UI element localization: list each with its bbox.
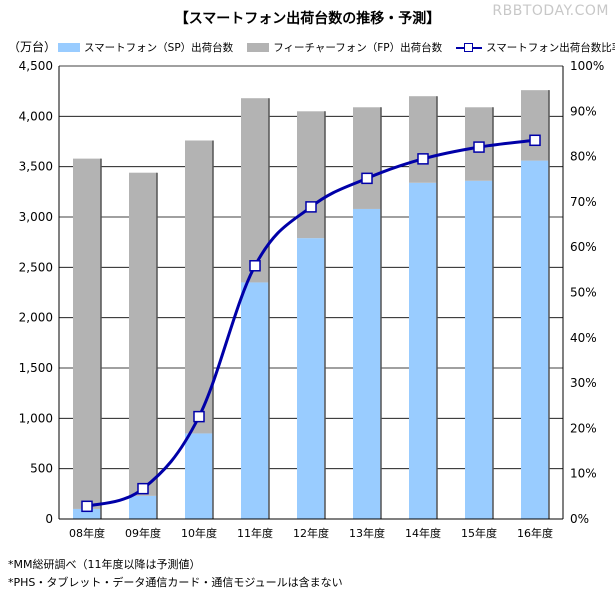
- y-tick-label-left: 500: [30, 462, 53, 476]
- footnotes: *MM総研調べ（11年度以降は予測値） *PHS・タブレット・データ通信カード・…: [8, 556, 343, 592]
- bar-fp: [129, 172, 157, 496]
- legend-label-sp: スマートフォン（SP）出荷台数: [84, 42, 234, 54]
- footnote-source: *MM総研調べ（11年度以降は予測値）: [8, 558, 201, 571]
- y-tick-label-right: 20%: [570, 421, 597, 435]
- footnote-exclusion: *PHS・タブレット・データ通信カード・通信モジュールは含まない: [8, 576, 343, 589]
- legend: スマートフォン（SP）出荷台数 フィーチャーフォン（FP）出荷台数 スマートフォ…: [58, 40, 615, 55]
- y-tick-label-right: 100%: [570, 59, 604, 73]
- bar-fp: [521, 90, 549, 161]
- y-tick-label-right: 50%: [570, 286, 597, 300]
- x-tick-label: 13年度: [349, 526, 385, 540]
- y-tick-label-right: 60%: [570, 240, 597, 254]
- y-tick-label-right: 80%: [570, 150, 597, 164]
- y-tick-label-left: 1,500: [19, 361, 53, 375]
- bar-fp: [353, 107, 381, 209]
- legend-item-ratio: スマートフォン出荷台数比率: [456, 40, 615, 55]
- bar-fp: [185, 140, 213, 434]
- y-tick-label-left: 4,500: [19, 59, 53, 73]
- ratio-point-marker: [137, 482, 149, 495]
- y-tick-label-left: 2,500: [19, 260, 53, 274]
- y-tick-label-right: 40%: [570, 331, 597, 345]
- y-tick-label-right: 30%: [570, 376, 597, 390]
- legend-swatch-sp: [58, 43, 80, 52]
- x-tick-label: 10年度: [181, 526, 217, 540]
- bar-sp: [521, 160, 549, 520]
- bar-sp: [353, 208, 381, 520]
- legend-item-fp: フィーチャーフォン（FP）出荷台数: [247, 40, 442, 55]
- watermark: RBBTODAY.COM: [492, 3, 609, 19]
- ratio-point-marker: [193, 410, 205, 423]
- legend-item-sp: スマートフォン（SP）出荷台数: [58, 40, 233, 55]
- x-tick-label: 11年度: [237, 526, 273, 540]
- legend-label-ratio: スマートフォン出荷台数比率: [486, 42, 615, 54]
- ratio-point-marker: [305, 201, 317, 213]
- bar-sp: [73, 508, 101, 519]
- bar-sp: [297, 238, 325, 519]
- legend-swatch-fp: [247, 43, 270, 52]
- y-tick-label-left: 3,000: [19, 210, 53, 224]
- ratio-point-marker: [417, 153, 429, 165]
- y-tick-label-left: 2,000: [19, 311, 53, 325]
- bar-sp: [129, 495, 157, 519]
- bar-sp: [185, 433, 213, 519]
- y-tick-label-right: 90%: [570, 104, 597, 118]
- ratio-point-marker: [529, 134, 541, 147]
- bar-fp: [297, 111, 325, 239]
- bar-fp: [409, 96, 437, 183]
- y-tick-label-left: 4,000: [19, 109, 53, 123]
- ratio-line: [86, 138, 536, 508]
- y-axis-unit-label: （万台）: [8, 40, 57, 54]
- x-tick-label: 14年度: [405, 526, 441, 540]
- legend-line-marker-icon: [456, 42, 483, 53]
- bar-sp: [241, 282, 269, 519]
- bar-fp: [73, 158, 101, 509]
- y-tick-label-right: 10%: [570, 467, 597, 481]
- ratio-point-marker: [249, 260, 261, 272]
- y-tick-label-right: 0%: [570, 512, 589, 526]
- x-tick-label: 09年度: [125, 526, 161, 540]
- bar-sp: [409, 182, 437, 520]
- y-tick-label-left: 3,500: [19, 160, 53, 174]
- ratio-point-marker: [361, 172, 373, 185]
- bar-sp: [465, 180, 493, 519]
- ratio-point-marker: [81, 500, 93, 513]
- bar-fp: [241, 98, 269, 283]
- x-tick-label: 08年度: [69, 526, 105, 540]
- y-tick-label-left: 0: [45, 512, 53, 526]
- x-tick-label: 12年度: [293, 526, 329, 540]
- ratio-point-marker: [473, 141, 485, 153]
- x-tick-label: 15年度: [461, 526, 497, 540]
- x-tick-label: 16年度: [517, 526, 553, 540]
- chart-title: 【スマートフォン出荷台数の推移・予測】: [174, 11, 441, 27]
- y-tick-label-right: 70%: [570, 195, 597, 209]
- y-tick-label-left: 1,000: [19, 411, 53, 425]
- legend-label-fp: フィーチャーフォン（FP）出荷台数: [273, 42, 443, 54]
